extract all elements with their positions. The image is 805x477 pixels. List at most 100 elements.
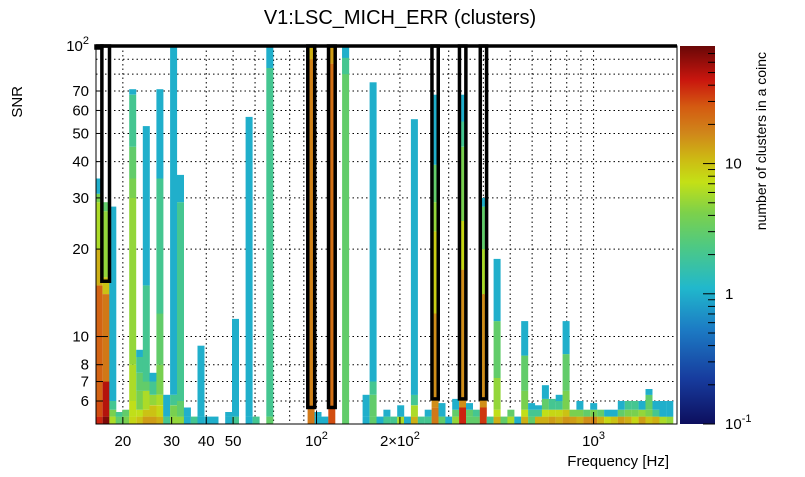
heatmap-cell — [631, 401, 639, 410]
x-tick-label: 103 — [582, 430, 605, 450]
heatmap-cell — [535, 409, 542, 417]
heatmap-cell — [493, 258, 501, 322]
heatmap-cell — [177, 202, 184, 401]
heatmap-cell — [535, 405, 542, 410]
heatmap-cell — [95, 202, 103, 250]
heatmap-cell — [156, 364, 164, 395]
heatmap-cell — [583, 409, 591, 417]
y-tick-label: 102 — [66, 35, 89, 55]
heatmap-cell — [431, 94, 439, 165]
heatmap-cell — [604, 409, 612, 417]
heatmap-cell — [102, 202, 110, 212]
heatmap-cell — [245, 416, 253, 424]
heatmap-cell — [156, 89, 164, 179]
heatmap-cell — [102, 381, 110, 417]
heatmap-cell — [466, 409, 473, 417]
heatmap-cell — [156, 313, 164, 365]
heatmap-cell — [328, 63, 336, 408]
heatmap-cell — [479, 407, 487, 424]
x-tick-label: 102 — [305, 430, 328, 450]
heatmap-cell — [95, 285, 103, 401]
y-axis-label: SNR — [9, 86, 26, 118]
heatmap-cell — [102, 416, 110, 424]
heatmap-cell — [472, 409, 480, 417]
heatmap-cell — [666, 416, 674, 424]
heatmap-cell — [328, 46, 336, 64]
heatmap-cell — [321, 416, 329, 424]
heatmap-cell — [576, 401, 584, 410]
heatmap-cell — [410, 394, 418, 406]
heatmap-cell — [445, 416, 453, 424]
heatmap-cell — [266, 68, 274, 417]
heatmap-cell — [102, 277, 110, 294]
heatmap-cell — [328, 407, 336, 424]
colorbar-tick-label: 10 — [725, 156, 742, 173]
y-tick-label: 6 — [81, 393, 89, 410]
heatmap-cell — [266, 46, 274, 68]
heatmap-cell — [617, 409, 625, 417]
heatmap-cell — [555, 401, 563, 410]
heatmap-cell — [232, 416, 239, 424]
heatmap-cell — [369, 416, 377, 424]
heatmap-cell — [479, 197, 487, 207]
heatmap-cell — [617, 416, 625, 424]
heatmap-cell — [149, 416, 157, 424]
y-tick-label: 50 — [72, 125, 89, 142]
heatmap-cell — [122, 416, 130, 424]
heatmap-cell — [197, 345, 205, 417]
heatmap-cell — [507, 416, 515, 424]
heatmap-cell — [156, 178, 164, 314]
heatmap-cell — [149, 381, 157, 395]
heatmap-cell — [645, 416, 653, 424]
heatmap-cell — [211, 416, 219, 424]
heatmap-cell — [129, 197, 137, 365]
heatmap-cell — [528, 409, 536, 417]
heatmap-cell — [562, 416, 570, 424]
x-axis-label: Frequency [Hz] — [567, 453, 669, 470]
x-tick-label: 20 — [115, 433, 132, 450]
colorbar-ticks: 10-1 1 10 — [703, 53, 751, 433]
heatmap-cell — [170, 416, 178, 424]
heatmap-cell — [232, 318, 239, 417]
heatmap-cell — [652, 401, 660, 410]
heatmap-cell — [314, 412, 322, 417]
heatmap-cell — [102, 294, 110, 382]
heatmap-cell — [129, 401, 137, 417]
heatmap-cell — [507, 409, 515, 417]
heatmap-cell — [562, 409, 570, 417]
heatmap-cell — [610, 416, 618, 424]
heatmap-cell — [129, 178, 137, 198]
heatmap-cell — [397, 405, 405, 417]
heatmap-cell — [472, 416, 480, 424]
heatmap-cell — [521, 390, 529, 410]
heatmap-cell — [142, 416, 150, 424]
heatmap-cell — [109, 206, 117, 401]
y-tick-label: 60 — [72, 102, 89, 119]
heatmap-cell — [424, 416, 432, 424]
heatmap-cell — [129, 146, 137, 179]
heatmap-cell — [638, 416, 646, 424]
heatmap-cell — [459, 121, 467, 147]
heatmap-cell — [142, 381, 150, 391]
heatmap-cell — [204, 416, 212, 424]
heatmap-cell — [645, 394, 653, 410]
heatmap-cell — [652, 409, 660, 417]
heatmap-cell — [486, 416, 494, 424]
heatmap-cell — [197, 416, 205, 424]
heatmap-cell — [624, 401, 632, 410]
colorbar-tick-label: 1 — [725, 286, 733, 303]
heatmap-cell — [466, 403, 473, 410]
heatmap-cell — [431, 164, 439, 203]
heatmap-cell — [362, 394, 370, 417]
colorbar-tick-label: 10-1 — [725, 413, 751, 433]
heatmap-cell — [576, 409, 584, 417]
heatmap-cell — [590, 403, 598, 410]
heatmap-cell — [617, 401, 625, 410]
heatmap-cell — [583, 416, 591, 424]
heatmap-cell — [95, 416, 103, 424]
y-tick-label: 30 — [72, 190, 89, 207]
heatmap-cell — [638, 401, 646, 410]
heatmap-cell — [493, 378, 501, 410]
heatmap-cell — [562, 321, 570, 355]
heatmap-cell — [514, 416, 522, 424]
